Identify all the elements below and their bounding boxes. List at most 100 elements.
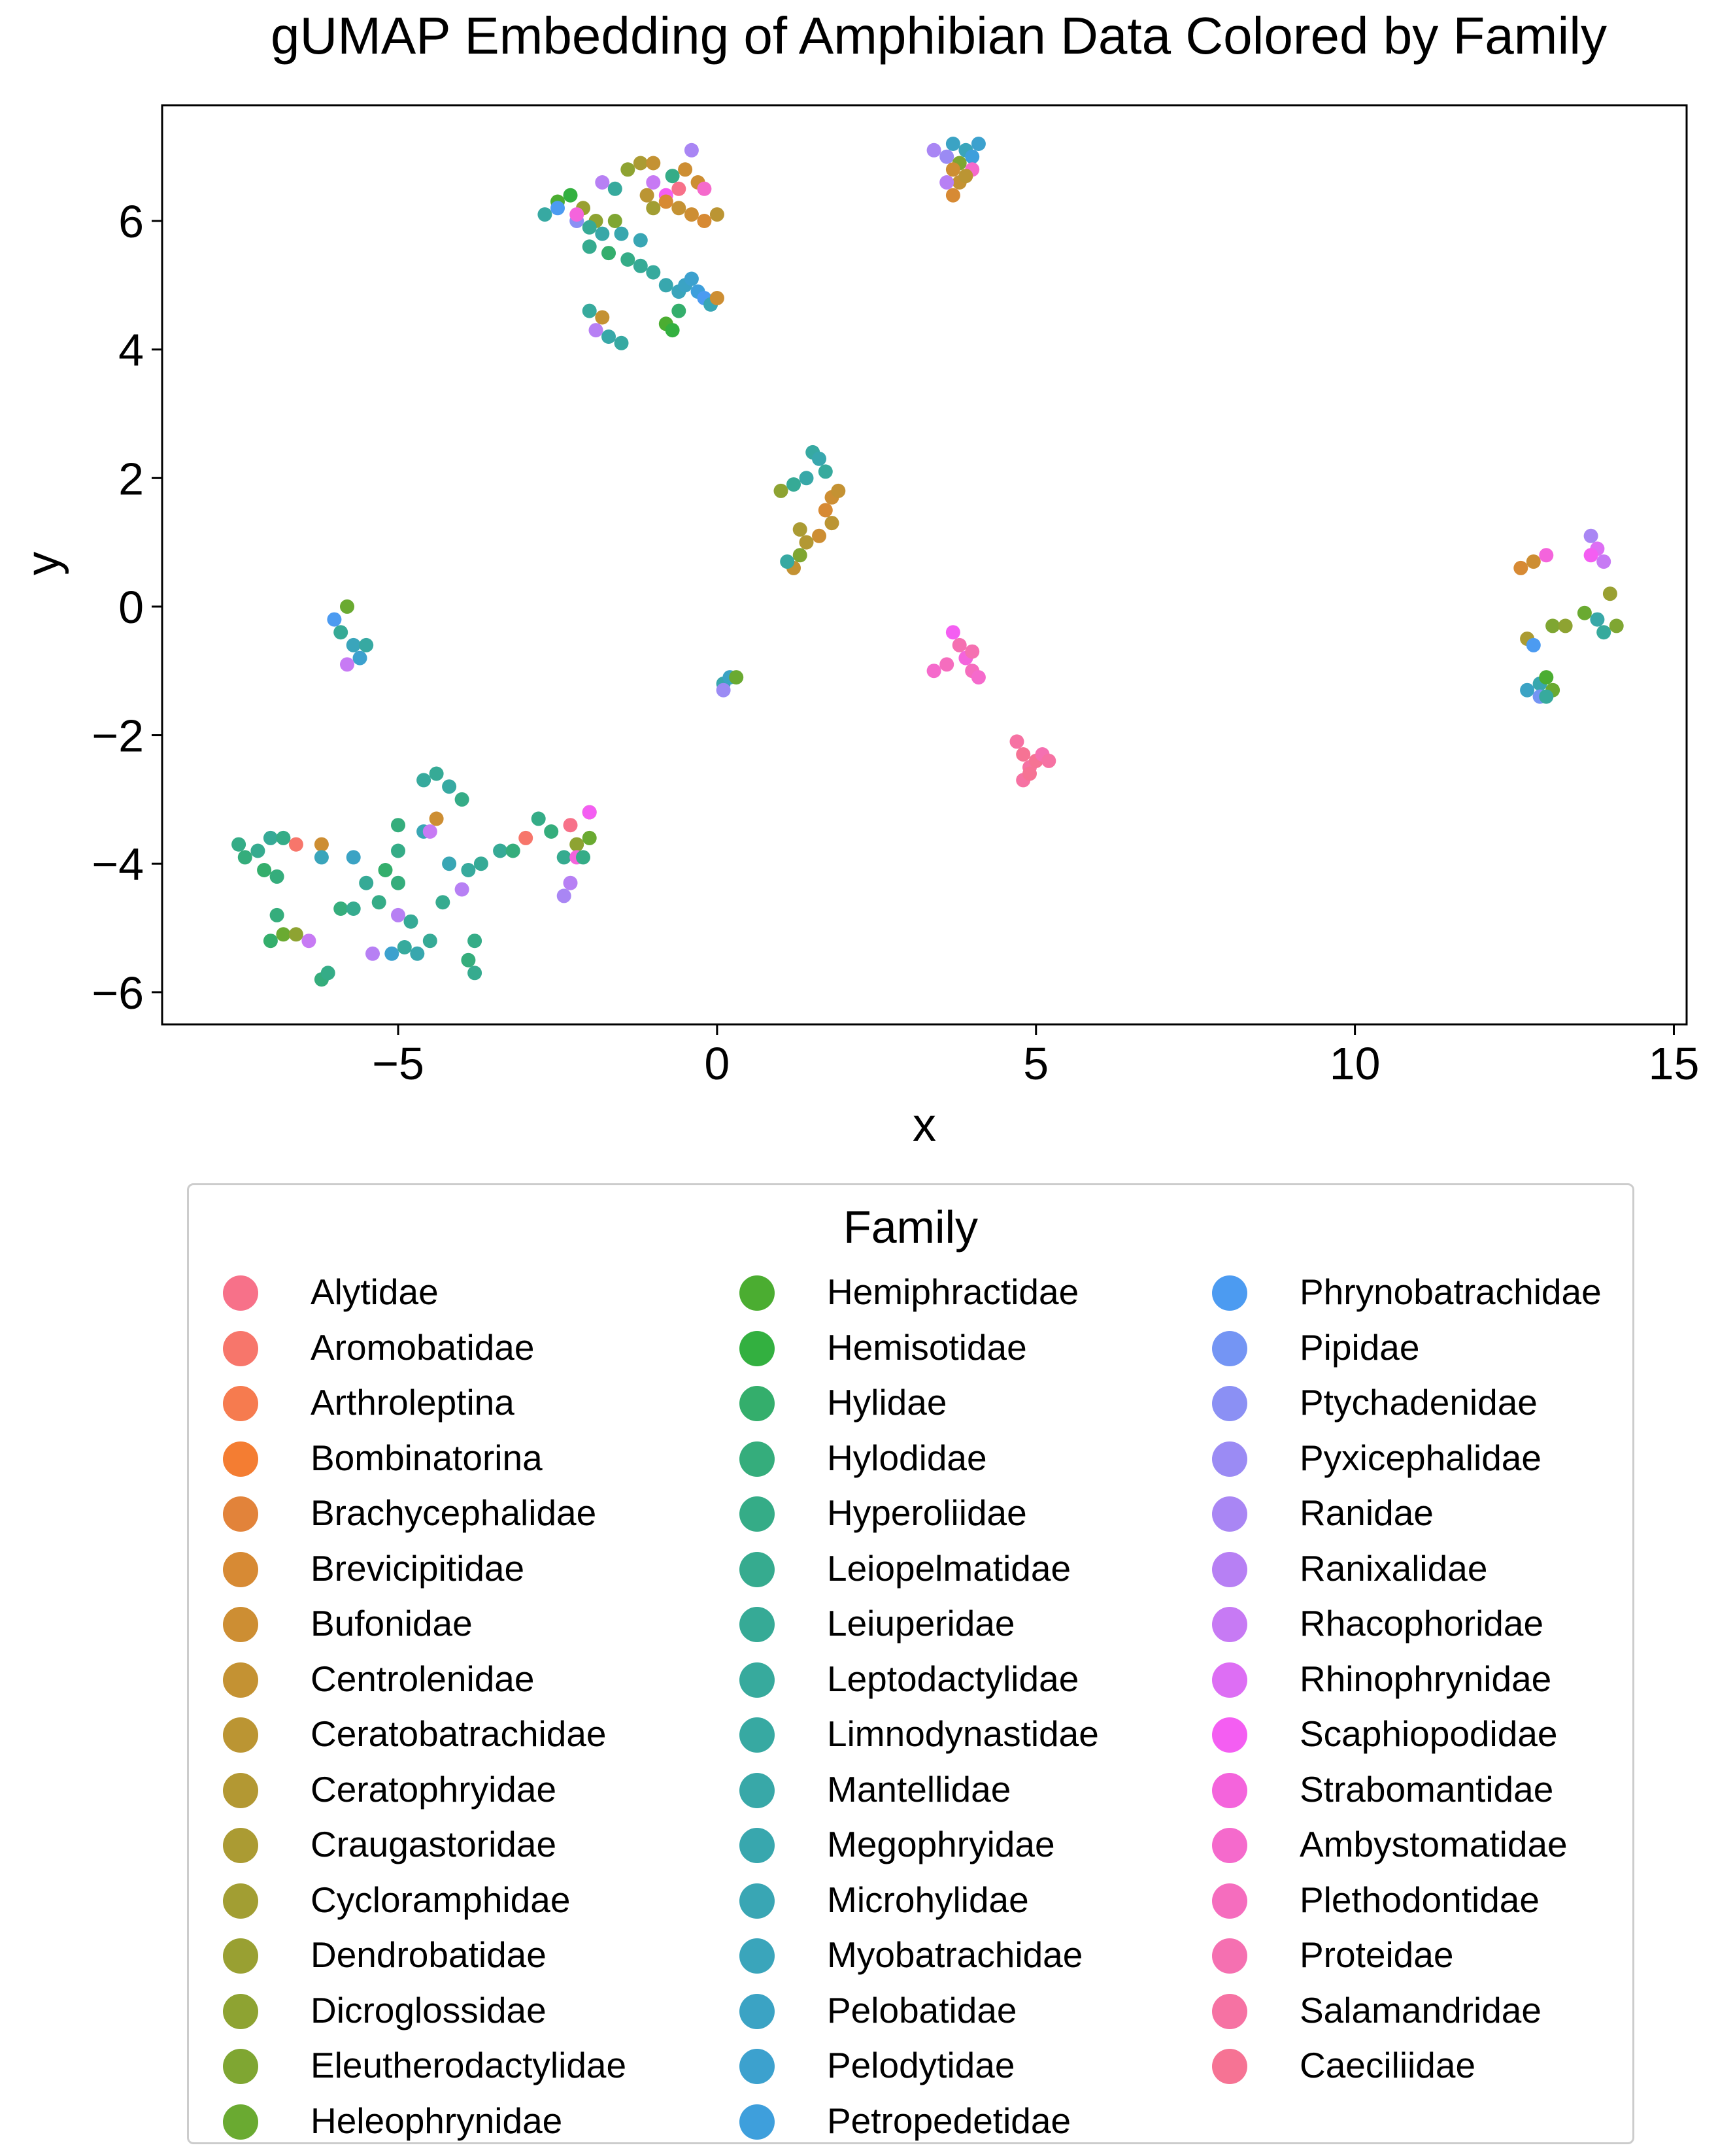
data-point: [352, 650, 367, 665]
data-point: [773, 483, 788, 498]
data-point: [250, 843, 265, 858]
data-point: [633, 233, 648, 248]
data-point: [340, 657, 354, 672]
legend-marker-icon: [1212, 1938, 1247, 1974]
data-point: [971, 670, 986, 685]
data-point: [665, 169, 680, 184]
data-point: [1583, 528, 1598, 543]
data-point: [684, 207, 699, 222]
legend-label: Centrolenidae: [311, 1658, 535, 1699]
data-point: [678, 162, 693, 177]
data-point: [945, 137, 960, 151]
legend-marker-icon: [1212, 1386, 1247, 1421]
legend-marker-icon: [223, 1717, 258, 1753]
legend-marker-icon: [739, 1330, 775, 1366]
y-tick-label: 4: [118, 325, 144, 376]
legend-label: Brevicipitidae: [311, 1547, 525, 1589]
data-point: [346, 901, 361, 916]
data-point: [1602, 586, 1617, 601]
data-point: [576, 850, 590, 865]
data-point: [812, 528, 826, 543]
legend-marker-icon: [739, 2104, 775, 2140]
legend-marker-icon: [1212, 1607, 1247, 1642]
y-axis: −6 −4 −2 0 2 4 6: [92, 196, 162, 1019]
y-tick-label: −4: [92, 839, 144, 890]
data-point: [276, 830, 291, 845]
legend-marker-icon: [739, 1662, 775, 1698]
data-point: [231, 837, 246, 852]
data-point: [958, 169, 973, 184]
legend-marker-icon: [223, 1883, 258, 1919]
data-point: [365, 946, 380, 961]
data-point: [461, 952, 476, 968]
legend-label: Rhacophoridae: [1300, 1603, 1544, 1643]
data-point: [314, 850, 329, 865]
y-axis-label: y: [17, 552, 69, 575]
data-point: [563, 188, 578, 203]
legend-marker-icon: [1212, 1772, 1247, 1808]
data-point: [952, 637, 967, 652]
data-point: [359, 637, 374, 652]
data-point: [544, 824, 559, 839]
legend-marker-icon: [223, 1938, 258, 1974]
data-point: [1577, 605, 1592, 620]
data-point: [1583, 548, 1598, 563]
data-point: [601, 329, 616, 344]
legend-marker-icon: [739, 1938, 775, 1974]
data-point: [601, 246, 616, 261]
data-point: [831, 483, 846, 498]
data-point: [1539, 689, 1554, 704]
legend-label: Cycloramphidae: [311, 1879, 571, 1920]
data-point: [1520, 682, 1535, 698]
data-point: [684, 143, 699, 158]
scatter-chart: gUMAP Embedding of Amphibian Data Colore…: [17, 7, 1699, 1151]
x-axis: −5 0 5 10 15: [372, 1024, 1699, 1089]
legend-marker-icon: [223, 1993, 258, 2029]
chart-title: gUMAP Embedding of Amphibian Data Colore…: [271, 7, 1607, 65]
data-point: [410, 946, 425, 961]
data-point: [671, 303, 686, 318]
legend-label: Hemisotidae: [827, 1326, 1027, 1368]
data-point: [269, 907, 284, 922]
legend-label: Salamandridae: [1300, 1989, 1541, 2030]
data-point: [945, 625, 960, 640]
legend-marker-icon: [1212, 1662, 1247, 1698]
data-point: [403, 914, 418, 929]
legend-marker-icon: [1212, 1828, 1247, 1863]
data-point: [276, 927, 291, 942]
data-point: [646, 201, 661, 216]
data-point: [799, 471, 814, 486]
data-point: [505, 843, 520, 858]
data-point: [563, 875, 578, 890]
legend-label: Phrynobatrachidae: [1300, 1272, 1602, 1312]
data-point: [582, 805, 597, 820]
legend-label: Arthroleptina: [311, 1382, 514, 1423]
data-point: [620, 162, 635, 177]
data-point: [671, 181, 686, 196]
data-point: [416, 773, 431, 788]
legend-label: Ranidae: [1300, 1492, 1434, 1533]
data-point: [422, 824, 437, 839]
data-point: [595, 310, 610, 325]
data-point: [531, 811, 546, 826]
data-point: [473, 856, 488, 871]
data-point: [333, 625, 348, 640]
data-point: [709, 207, 724, 222]
y-tick-label: 2: [118, 453, 144, 504]
data-point: [1539, 670, 1554, 685]
legend-marker-icon: [223, 1772, 258, 1808]
data-point: [263, 934, 278, 949]
legend-marker-icon: [223, 1607, 258, 1642]
data-point: [926, 664, 941, 679]
data-point: [461, 863, 476, 877]
x-tick-label: 15: [1649, 1038, 1700, 1089]
data-point: [1022, 766, 1037, 781]
legend-marker-icon: [223, 1330, 258, 1366]
legend-label: Hyperoliidae: [827, 1492, 1027, 1533]
legend-label: Strabomantidae: [1300, 1768, 1554, 1810]
data-point: [550, 201, 565, 216]
legend-label: Pelobatidae: [827, 1989, 1017, 2030]
data-point: [569, 837, 584, 852]
legend-label: Heleophrynidae: [311, 2100, 563, 2141]
x-axis-label: x: [913, 1099, 936, 1151]
